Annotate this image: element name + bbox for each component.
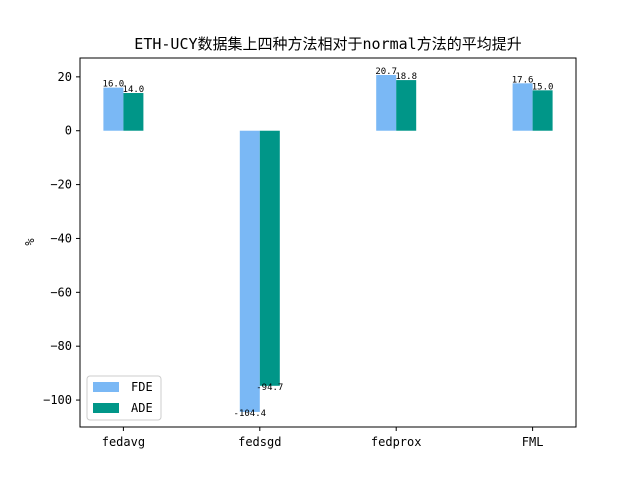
legend-label-fde: FDE (131, 380, 153, 394)
bar-fde-fml (512, 83, 533, 131)
y-tick-label: 20 (58, 70, 72, 84)
chart-title: ETH-UCY数据集上四种方法相对于normal方法的平均提升 (134, 35, 521, 53)
y-tick-label: −60 (50, 285, 72, 299)
y-tick-label: −80 (50, 339, 72, 353)
value-label-ade-fml: 15.0 (532, 82, 554, 92)
legend-swatch-fde (93, 382, 119, 392)
y-tick-label: −100 (43, 393, 72, 407)
bar-ade-fedprox (396, 80, 417, 131)
legend-swatch-ade (93, 403, 119, 413)
bar-fde-fedavg (103, 87, 124, 131)
bar-ade-fedavg (123, 93, 144, 131)
bar-ade-fedsgd (259, 130, 280, 386)
x-tick-label-fedprox: fedprox (371, 435, 422, 449)
value-label-fde-fml: 17.6 (512, 75, 534, 85)
x-tick-label-fml: FML (522, 435, 544, 449)
bar-ade-fml (532, 90, 553, 131)
value-label-fde-fedsgd: -104.4 (234, 409, 267, 419)
legend: FDE ADE (86, 375, 162, 421)
y-axis-label: % (23, 238, 37, 246)
value-label-ade-fedsgd: -94.7 (256, 383, 283, 393)
y-axis-ticks: 20 0 −20 −40 −60 −80 −100 (43, 70, 80, 407)
plot-frame (79, 57, 577, 428)
x-axis-ticks: fedavg fedsgd fedprox FML (102, 427, 544, 449)
value-label-ade-fedprox: 18.8 (395, 72, 417, 82)
value-label-fde-fedavg: 16.0 (103, 80, 125, 90)
value-labels-group: 16.0 -104.4 20.7 17.6 14.0 -94.7 18.8 15.0 (103, 67, 554, 419)
y-tick-label: −40 (50, 231, 72, 245)
value-label-ade-fedavg: 14.0 (123, 85, 145, 95)
value-label-fde-fedprox: 20.7 (375, 67, 397, 77)
x-tick-label-fedavg: fedavg (102, 435, 145, 449)
y-tick-label: 0 (65, 124, 72, 138)
bars-group (103, 74, 553, 412)
bar-fde-fedprox (376, 74, 397, 131)
x-tick-label-fedsgd: fedsgd (238, 435, 281, 449)
bar-fde-fedsgd (239, 130, 260, 412)
legend-label-ade: ADE (131, 401, 153, 415)
y-tick-label: −20 (50, 178, 72, 192)
